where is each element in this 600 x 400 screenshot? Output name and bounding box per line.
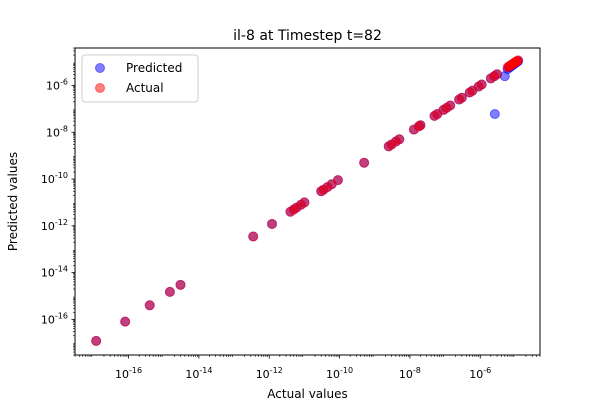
x-tick-label: 10-6: [469, 366, 491, 381]
legend-label-actual: Actual: [126, 81, 164, 95]
chart-title: il-8 at Timestep t=82: [233, 28, 382, 44]
x-tick-label: 10-8: [399, 366, 421, 381]
legend-box: [81, 54, 199, 103]
point-actual: [91, 335, 102, 346]
y-tick-label: 10-6: [46, 77, 68, 92]
x-axis-label: Actual values: [267, 387, 347, 400]
point-actual: [492, 69, 503, 80]
x-tick-label: 10-12: [256, 366, 283, 381]
y-axis-ticks: 10-16 10-14 10-12 10-10 10-8 10-6: [41, 47, 75, 356]
y-axis-label: Predicted values: [6, 152, 20, 251]
point-actual: [456, 92, 467, 103]
legend-marker-actual: [95, 83, 105, 93]
point-actual: [299, 197, 310, 208]
point-actual: [267, 218, 278, 229]
point-actual: [415, 120, 426, 131]
point-actual: [164, 286, 175, 297]
y-tick-label: 10-8: [46, 124, 68, 139]
point-actual: [120, 316, 131, 327]
point-actual: [175, 279, 186, 290]
point-actual: [332, 175, 343, 186]
x-tick-label: 10-16: [115, 366, 142, 381]
y-tick-label: 10-14: [41, 265, 68, 280]
y-tick-label: 10-12: [41, 218, 68, 233]
legend: Predicted Actual: [81, 54, 199, 103]
point-predicted: [489, 109, 500, 120]
point-actual: [445, 100, 456, 111]
point-actual: [394, 134, 405, 145]
x-tick-label: 10-14: [185, 366, 212, 381]
point-actual: [359, 157, 370, 168]
y-tick-label: 10-16: [41, 311, 68, 326]
point-actual: [248, 231, 259, 242]
x-tick-label: 10-10: [326, 366, 353, 381]
point-actual: [511, 56, 522, 67]
point-actual: [144, 300, 155, 311]
y-tick-label: 10-10: [41, 171, 68, 186]
points-layer: [91, 55, 524, 346]
legend-label-predicted: Predicted: [126, 61, 182, 75]
point-actual: [476, 79, 487, 90]
legend-marker-predicted: [95, 63, 105, 73]
plot-frame: [74, 47, 541, 356]
x-axis-ticks: 10-16 10-14 10-12 10-10 10-8 10-6: [74, 355, 541, 381]
